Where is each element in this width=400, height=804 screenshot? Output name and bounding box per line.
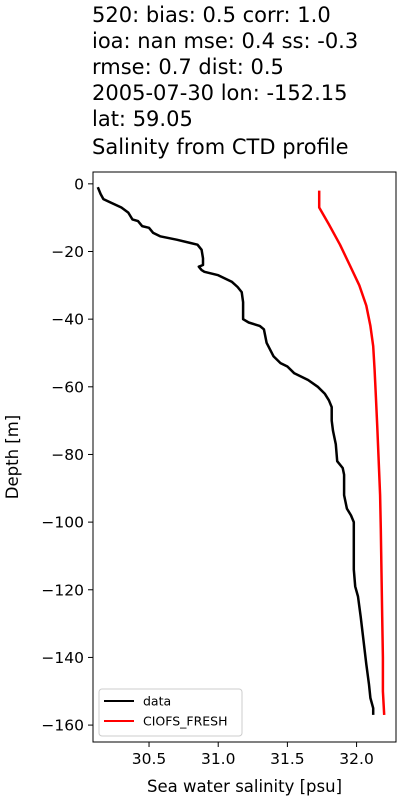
x-tick-label: 32.0 xyxy=(339,750,374,768)
y-tick-label: −140 xyxy=(41,649,84,667)
series-line-ciofs-fresh xyxy=(317,190,386,715)
legend: data CIOFS_FRESH xyxy=(98,688,243,737)
y-tick-label: −20 xyxy=(51,243,84,261)
title-line-5: lat: 59.05 xyxy=(92,107,193,131)
title-line-4: 2005-07-30 lon: -152.15 xyxy=(92,81,348,105)
series-group xyxy=(96,186,386,715)
y-axis: 0 −20 −40 −60 −80 −100 −120 −140 −160 xyxy=(41,175,93,735)
legend-label-data: data xyxy=(143,694,171,709)
y-axis-label: Depth [m] xyxy=(3,415,22,499)
y-tick-label: 0 xyxy=(74,175,84,193)
y-tick-label: −60 xyxy=(51,378,84,396)
plot-frame xyxy=(92,171,397,743)
x-tick-label: 31.0 xyxy=(201,750,236,768)
chart-title: 520: bias: 0.5 corr: 1.0 ioa: nan mse: 0… xyxy=(92,3,358,159)
x-axis-label: Sea water salinity [psu] xyxy=(147,777,342,796)
legend-label-ciofs-fresh: CIOFS_FRESH xyxy=(143,714,228,729)
legend-box xyxy=(98,688,243,737)
y-tick-label: −100 xyxy=(41,514,84,532)
x-axis: 30.5 31.0 31.5 32.0 xyxy=(132,742,374,768)
x-tick-label: 31.5 xyxy=(270,750,305,768)
title-line-2: ioa: nan mse: 0.4 ss: -0.3 xyxy=(92,29,358,53)
title-line-3: rmse: 0.7 dist: 0.5 xyxy=(92,55,284,79)
x-tick-label: 30.5 xyxy=(132,750,167,768)
y-tick-label: −40 xyxy=(51,311,84,329)
title-line-1: 520: bias: 0.5 corr: 1.0 xyxy=(92,3,331,27)
y-tick-label: −120 xyxy=(41,581,84,599)
title-line-6: Salinity from CTD profile xyxy=(92,135,349,159)
y-tick-label: −80 xyxy=(51,446,84,464)
y-tick-label: −160 xyxy=(41,717,84,735)
series-line-data xyxy=(96,186,375,715)
